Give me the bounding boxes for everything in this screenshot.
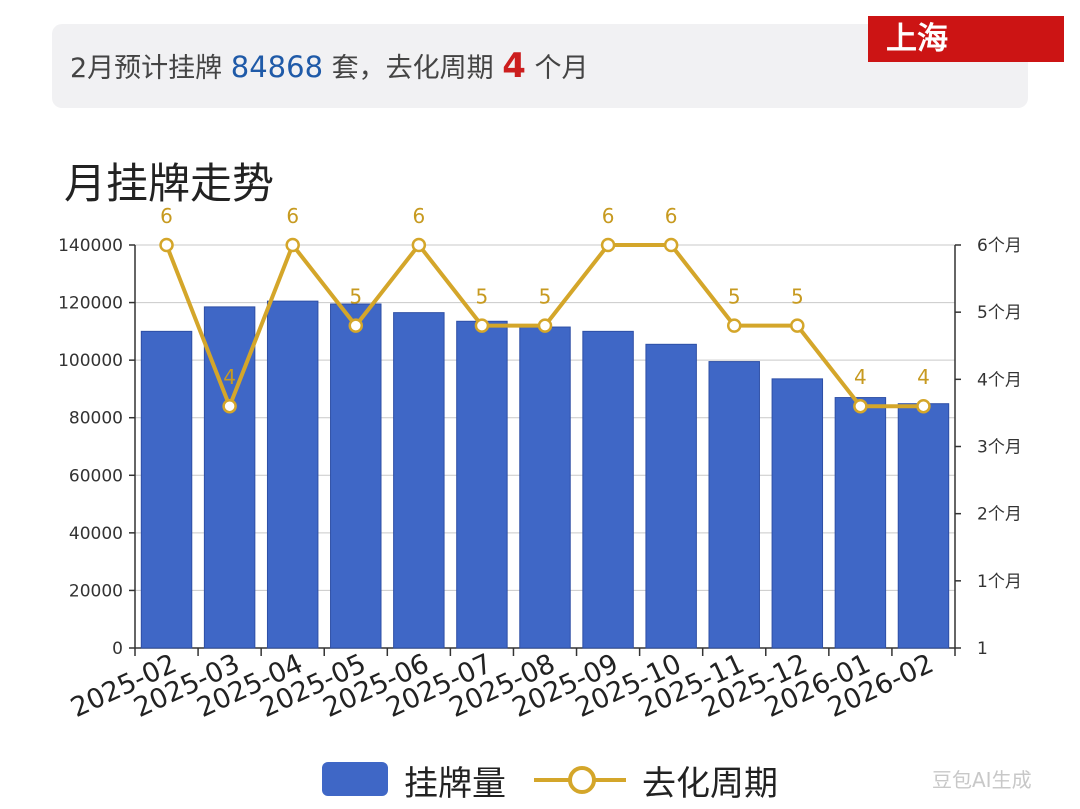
summary-prefix: 2月预计挂牌 — [70, 53, 223, 84]
cycle-point — [853, 398, 868, 414]
cycle-point — [537, 318, 553, 333]
cycle-point — [348, 318, 364, 333]
bar — [834, 397, 887, 649]
cycle-point — [916, 398, 931, 414]
summary-panel — [52, 24, 1028, 108]
summary-text: 2月预计挂牌 84868 套，去化周期 4 个月 — [70, 46, 589, 86]
bar — [140, 330, 193, 649]
watermark: 豆包AI生成 — [932, 768, 1032, 792]
bar — [393, 312, 445, 649]
legend-bar-swatch — [322, 762, 388, 796]
left-tick-label: 20000 — [69, 581, 123, 601]
bar — [582, 330, 634, 649]
bar — [456, 320, 508, 649]
cycle-point — [663, 237, 679, 253]
city-badge: 上海 — [868, 16, 1064, 62]
bar — [266, 300, 319, 649]
cycle-data-label: 6 — [412, 204, 425, 228]
summary-suffix: 个月 — [534, 53, 589, 84]
bar — [771, 378, 824, 649]
cycle-data-label: 4 — [854, 365, 867, 389]
right-tick-label: 4个月 — [977, 370, 1022, 390]
cycle-data-label: 4 — [223, 365, 236, 389]
left-tick-label: 40000 — [69, 524, 123, 544]
left-tick-label: 0 — [112, 639, 123, 659]
summary-mid: 套，去化周期 — [331, 53, 494, 84]
right-tick-label: 3个月 — [977, 438, 1022, 458]
chart-title: 月挂牌走势 — [64, 159, 275, 208]
left-tick-label: 60000 — [69, 466, 123, 486]
cycle-value: 4 — [502, 46, 526, 86]
cycle-point — [726, 318, 742, 333]
right-tick-label: 6个月 — [977, 236, 1022, 256]
right-tick-label: 2个月 — [977, 505, 1022, 525]
left-tick-label: 140000 — [58, 236, 123, 256]
cycle-point — [474, 318, 490, 333]
cycle-point — [159, 237, 174, 253]
left-tick-label: 120000 — [58, 294, 123, 314]
bar — [330, 303, 382, 649]
bar — [645, 343, 697, 649]
cycle-data-label: 4 — [917, 365, 930, 389]
cycle-data-label: 5 — [539, 285, 552, 309]
cycle-data-label: 5 — [791, 285, 804, 309]
right-tick-label: 1个月 — [977, 572, 1022, 592]
cycle-data-label: 6 — [286, 204, 299, 228]
cycle-point — [790, 318, 805, 333]
cycle-point — [600, 237, 616, 253]
right-tick-label: 1 — [977, 639, 988, 659]
cycle-data-label: 5 — [728, 285, 741, 309]
legend-bar-label: 挂牌量 — [404, 764, 506, 804]
cycle-data-label: 6 — [665, 204, 678, 228]
legend-line-label: 去化周期 — [642, 764, 778, 804]
cycle-data-label: 6 — [602, 204, 615, 228]
cycle-data-label: 5 — [476, 285, 489, 309]
bar — [519, 326, 571, 649]
legend-line-marker — [568, 766, 596, 794]
bar — [897, 403, 950, 649]
cycle-point — [222, 398, 237, 414]
cycle-point — [285, 237, 300, 253]
cycle-point — [411, 237, 427, 253]
listing-count: 84868 — [230, 50, 324, 84]
right-tick-label: 5个月 — [977, 303, 1022, 323]
left-tick-label: 80000 — [69, 409, 123, 429]
bar — [708, 361, 760, 649]
cycle-data-label: 5 — [349, 285, 362, 309]
cycle-data-label: 6 — [160, 204, 173, 228]
left-tick-label: 100000 — [58, 351, 123, 371]
